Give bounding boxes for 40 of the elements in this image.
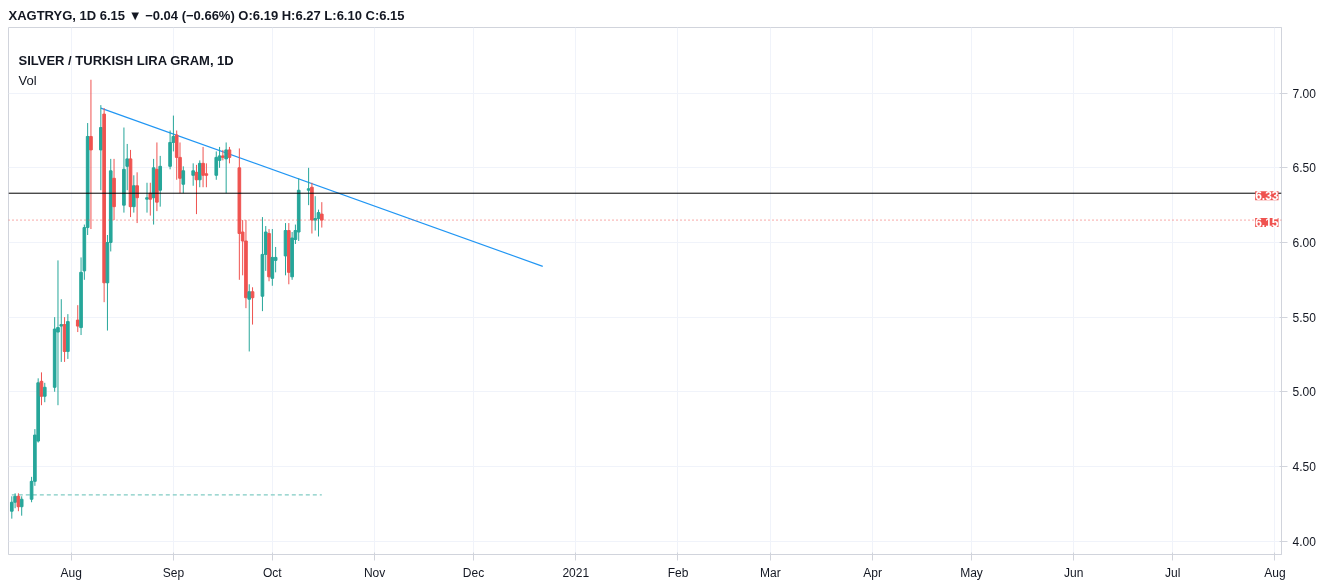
- x-tick-label: Aug: [60, 565, 82, 580]
- candlestick: [19, 495, 24, 517]
- y-tick-label: 4.50: [1292, 459, 1317, 474]
- y-tick-label: 4.00: [1292, 534, 1317, 549]
- candlestick: [221, 149, 225, 161]
- y-tick-label: 6.00: [1292, 235, 1317, 250]
- text: SILVER / TURKISH LIRA GRAM, 1D: [18, 52, 234, 68]
- candlestick: [9, 495, 14, 520]
- candlestick: [158, 155, 163, 208]
- x-tick-label: Oct: [263, 565, 283, 580]
- x-tick-label: May: [960, 565, 983, 580]
- candlestick: [250, 286, 255, 326]
- candlestick: [306, 167, 311, 206]
- x-tick-label: Dec: [462, 565, 485, 580]
- x-tick-label: Jun: [1064, 565, 1084, 580]
- candlestick: [132, 174, 136, 214]
- x-tick-label: Apr: [863, 565, 882, 580]
- x-tick-label: Aug: [1264, 565, 1286, 580]
- ref-line-label: 6.15: [1255, 216, 1279, 231]
- ref-line-label: 6.33: [1255, 189, 1279, 204]
- candlestick: [145, 182, 149, 214]
- x-tick-label: Feb: [667, 565, 689, 580]
- x-tick-label: Jul: [1165, 565, 1181, 580]
- y-tick-label: 6.50: [1292, 161, 1317, 176]
- text: XAGTRYG, 1D 6.15 ▼ −0.04 (−0.66%) O:6.19 H:6.27 L:6.10 C:6.15: [8, 7, 405, 23]
- candlestick: [42, 382, 47, 403]
- candlestick: [204, 162, 209, 188]
- y-tick-label: 7.00: [1292, 86, 1317, 101]
- candlestick: [75, 304, 80, 333]
- candlestick: [191, 162, 195, 187]
- candlestick: [214, 150, 219, 181]
- x-tick-label: 2021: [562, 565, 590, 580]
- candlestick: [201, 146, 205, 188]
- candlestick: [181, 165, 186, 194]
- annotation: Vol: [18, 72, 37, 88]
- x-tick-label: Mar: [759, 565, 781, 580]
- x-tick-label: Sep: [162, 565, 185, 580]
- x-tick-label: Nov: [363, 565, 386, 580]
- y-tick-label: 5.00: [1292, 385, 1317, 400]
- y-tick-label: 5.50: [1292, 310, 1317, 325]
